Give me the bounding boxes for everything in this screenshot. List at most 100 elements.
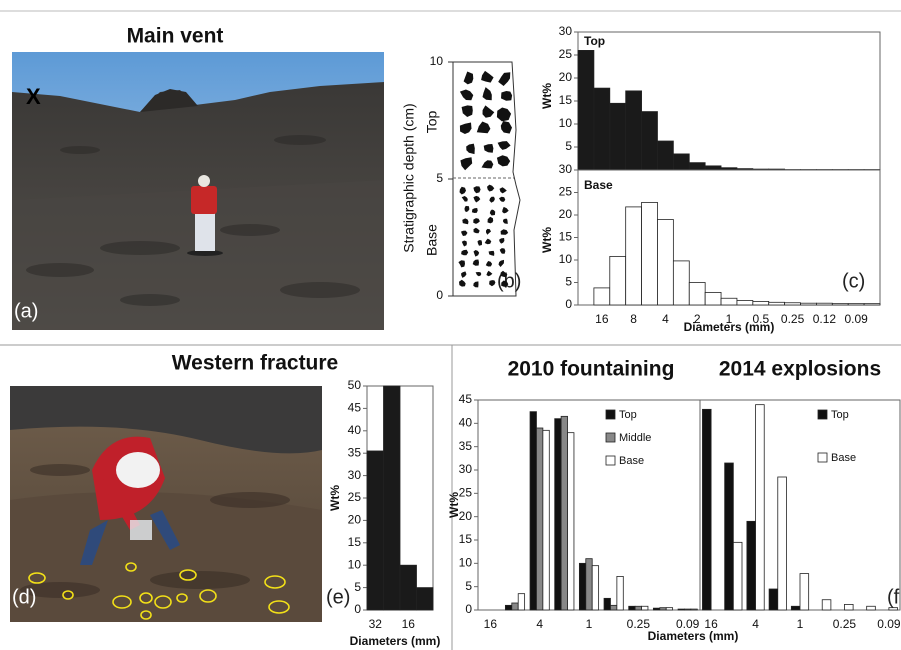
x-tick-label: 0.09 bbox=[676, 617, 700, 631]
x-tick-label: 1 bbox=[797, 617, 804, 631]
y-tick-label: 10 bbox=[559, 252, 573, 266]
bar bbox=[560, 415, 568, 611]
series-label: Top bbox=[584, 34, 605, 48]
clast bbox=[463, 71, 474, 85]
bar bbox=[578, 562, 587, 611]
bar bbox=[591, 565, 600, 611]
x-tick-label: 16 bbox=[704, 617, 718, 631]
clast bbox=[458, 260, 465, 268]
y-tick-label: 10 bbox=[459, 556, 473, 570]
axis-title: Stratigraphic depth (cm) bbox=[401, 103, 417, 252]
panel-label: (f bbox=[887, 586, 900, 608]
bar bbox=[672, 153, 690, 171]
x-tick-label: 0.09 bbox=[877, 617, 901, 631]
y-tick-label: 0 bbox=[565, 297, 572, 311]
clast bbox=[461, 105, 473, 117]
bar bbox=[702, 408, 712, 611]
bar bbox=[677, 608, 685, 611]
panel-title: Main vent bbox=[127, 25, 224, 48]
bar bbox=[746, 520, 756, 611]
clast bbox=[471, 208, 478, 213]
y-tick-label: 5 bbox=[465, 579, 472, 593]
x-tick-label: 4 bbox=[536, 617, 543, 631]
clast bbox=[473, 195, 481, 203]
bar bbox=[684, 608, 692, 611]
y-tick-label: 5 bbox=[354, 580, 361, 594]
clast bbox=[499, 248, 506, 254]
bar bbox=[768, 588, 779, 611]
bar bbox=[657, 140, 674, 171]
y-tick-label: 40 bbox=[348, 423, 362, 437]
bar bbox=[652, 607, 661, 611]
clast bbox=[472, 259, 479, 266]
x-tick-label: 0.25 bbox=[781, 312, 805, 326]
bar bbox=[641, 111, 658, 171]
x-tick-label: 2 bbox=[694, 312, 701, 326]
clast bbox=[462, 218, 469, 225]
clast bbox=[500, 229, 509, 235]
clast bbox=[473, 186, 481, 194]
photo-marker: X bbox=[26, 84, 41, 109]
clast bbox=[461, 240, 467, 247]
y-tick-label: 25 bbox=[348, 490, 362, 504]
y-tick-label: 0 bbox=[354, 602, 361, 616]
y-tick-label: 5 bbox=[565, 139, 572, 153]
x-axis-title: Diameters (mm) bbox=[350, 634, 441, 648]
x-tick-label: 4 bbox=[662, 312, 669, 326]
y-axis-title: Wt% bbox=[540, 83, 554, 109]
bar bbox=[736, 300, 754, 306]
clast bbox=[459, 279, 466, 287]
bar bbox=[888, 607, 898, 611]
y-tick-label: 25 bbox=[559, 47, 573, 61]
clast bbox=[481, 70, 494, 83]
clast bbox=[484, 238, 492, 245]
bar bbox=[641, 201, 658, 306]
bar bbox=[688, 162, 706, 171]
bar bbox=[672, 260, 690, 306]
clast bbox=[499, 196, 506, 202]
y-tick-label: 5 bbox=[565, 275, 572, 289]
panel-title: Western fracture bbox=[172, 352, 339, 375]
bar bbox=[628, 605, 636, 611]
bar bbox=[593, 287, 611, 306]
bar bbox=[609, 102, 627, 171]
bar bbox=[844, 604, 854, 611]
bar bbox=[704, 165, 722, 171]
photo-western-fracture: (d) bbox=[10, 386, 322, 622]
clast bbox=[489, 209, 496, 216]
clast bbox=[477, 240, 482, 246]
bar bbox=[542, 429, 550, 611]
y-tick-label: 10 bbox=[348, 557, 362, 571]
panel-label: (c) bbox=[842, 270, 865, 292]
x-tick-label: 0.12 bbox=[813, 312, 837, 326]
clast bbox=[487, 184, 495, 192]
bar bbox=[603, 597, 611, 611]
x-tick-label: 8 bbox=[630, 312, 637, 326]
clast bbox=[473, 227, 480, 234]
y-tick-label: 10 bbox=[559, 116, 573, 130]
bar bbox=[720, 297, 738, 306]
x-tick-label: 1 bbox=[586, 617, 593, 631]
clast bbox=[483, 144, 494, 153]
clast bbox=[461, 271, 467, 278]
bar bbox=[567, 432, 575, 611]
bar bbox=[816, 302, 833, 306]
bar bbox=[799, 573, 810, 611]
bar bbox=[732, 541, 743, 611]
y-tick-label: 30 bbox=[559, 162, 573, 176]
bar bbox=[383, 385, 401, 611]
y-tick-label: 25 bbox=[459, 486, 473, 500]
legend-swatch bbox=[817, 452, 828, 463]
bar bbox=[847, 303, 865, 306]
clast bbox=[473, 250, 480, 257]
panel-label: (a) bbox=[14, 300, 38, 322]
bar bbox=[790, 605, 801, 611]
bar bbox=[821, 599, 832, 611]
clast bbox=[461, 196, 468, 202]
strat-column: Stratigraphic depth (cm) Top Base (b) 05… bbox=[401, 54, 522, 302]
bar bbox=[768, 301, 786, 306]
x-tick-label: 0.25 bbox=[833, 617, 857, 631]
clast bbox=[461, 249, 469, 256]
y-tick-label: 30 bbox=[348, 468, 362, 482]
